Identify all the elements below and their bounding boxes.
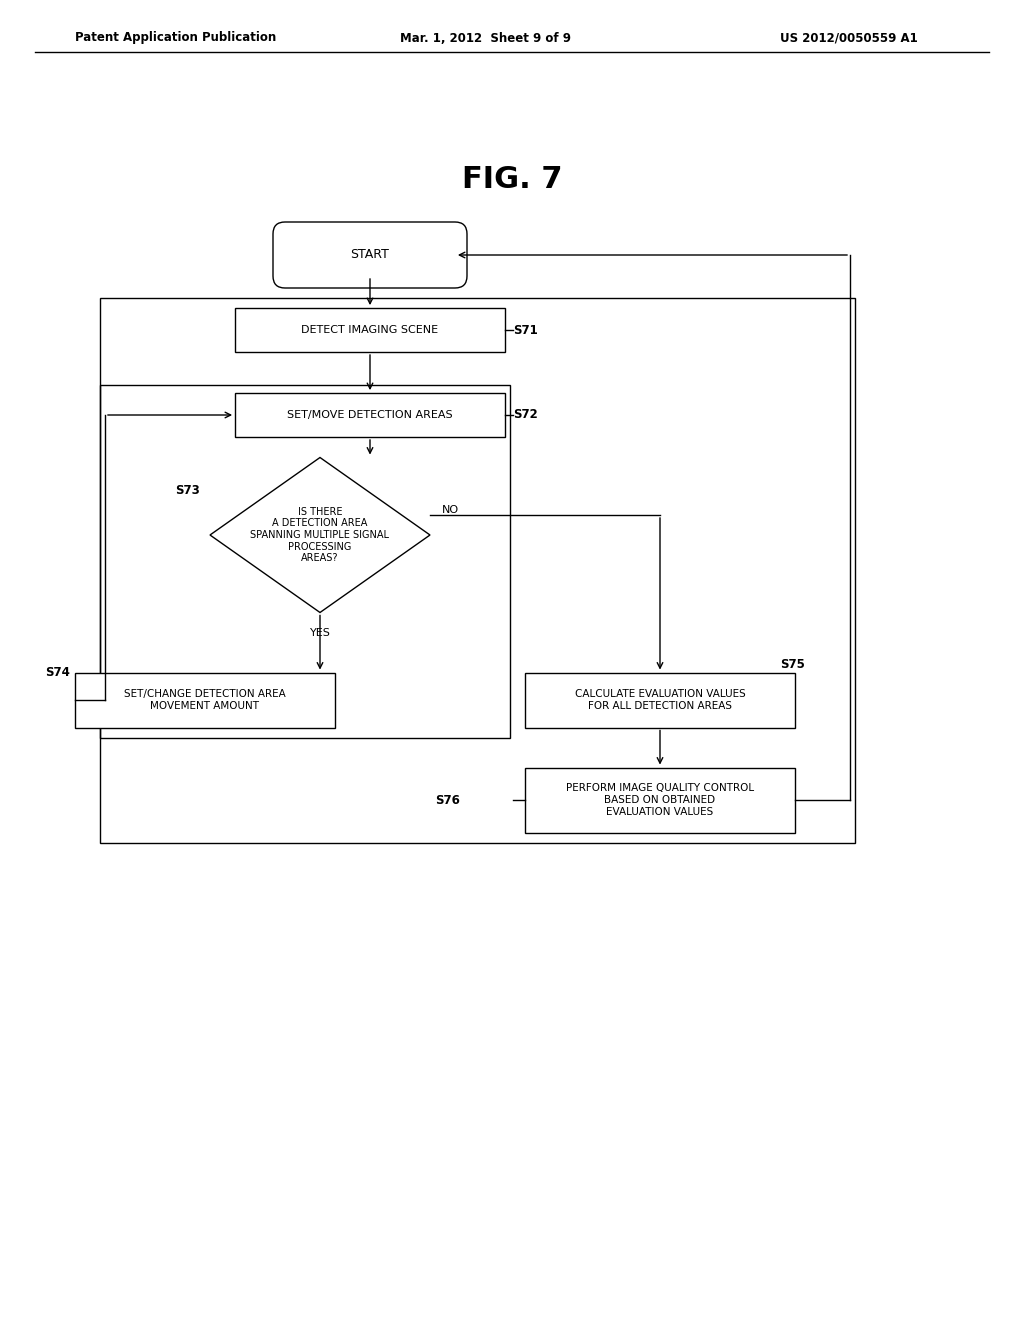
Text: IS THERE
A DETECTION AREA
SPANNING MULTIPLE SIGNAL
PROCESSING
AREAS?: IS THERE A DETECTION AREA SPANNING MULTI…: [251, 507, 389, 564]
Text: S74: S74: [45, 665, 70, 678]
Text: S75: S75: [780, 659, 805, 672]
Text: NO: NO: [442, 506, 459, 515]
Text: START: START: [350, 248, 389, 261]
FancyBboxPatch shape: [273, 222, 467, 288]
Bar: [75, 672, 335, 727]
Text: S73: S73: [175, 483, 200, 496]
Polygon shape: [210, 458, 430, 612]
Text: US 2012/0050559 A1: US 2012/0050559 A1: [780, 32, 918, 45]
Text: SET/MOVE DETECTION AREAS: SET/MOVE DETECTION AREAS: [287, 411, 453, 420]
Bar: [234, 393, 505, 437]
Text: S76: S76: [435, 793, 460, 807]
Text: FIG. 7: FIG. 7: [462, 165, 562, 194]
Text: S71: S71: [513, 323, 538, 337]
Text: S72: S72: [513, 408, 538, 421]
Text: DETECT IMAGING SCENE: DETECT IMAGING SCENE: [301, 325, 438, 335]
Text: YES: YES: [309, 627, 331, 638]
Bar: [100, 385, 510, 738]
Text: Mar. 1, 2012  Sheet 9 of 9: Mar. 1, 2012 Sheet 9 of 9: [400, 32, 571, 45]
Bar: [525, 672, 795, 727]
Text: Patent Application Publication: Patent Application Publication: [75, 32, 276, 45]
Bar: [525, 767, 795, 833]
Bar: [100, 298, 855, 842]
Text: SET/CHANGE DETECTION AREA
MOVEMENT AMOUNT: SET/CHANGE DETECTION AREA MOVEMENT AMOUN…: [124, 689, 286, 710]
Text: PERFORM IMAGE QUALITY CONTROL
BASED ON OBTAINED
EVALUATION VALUES: PERFORM IMAGE QUALITY CONTROL BASED ON O…: [566, 783, 754, 817]
Bar: [234, 308, 505, 352]
Text: CALCULATE EVALUATION VALUES
FOR ALL DETECTION AREAS: CALCULATE EVALUATION VALUES FOR ALL DETE…: [574, 689, 745, 710]
